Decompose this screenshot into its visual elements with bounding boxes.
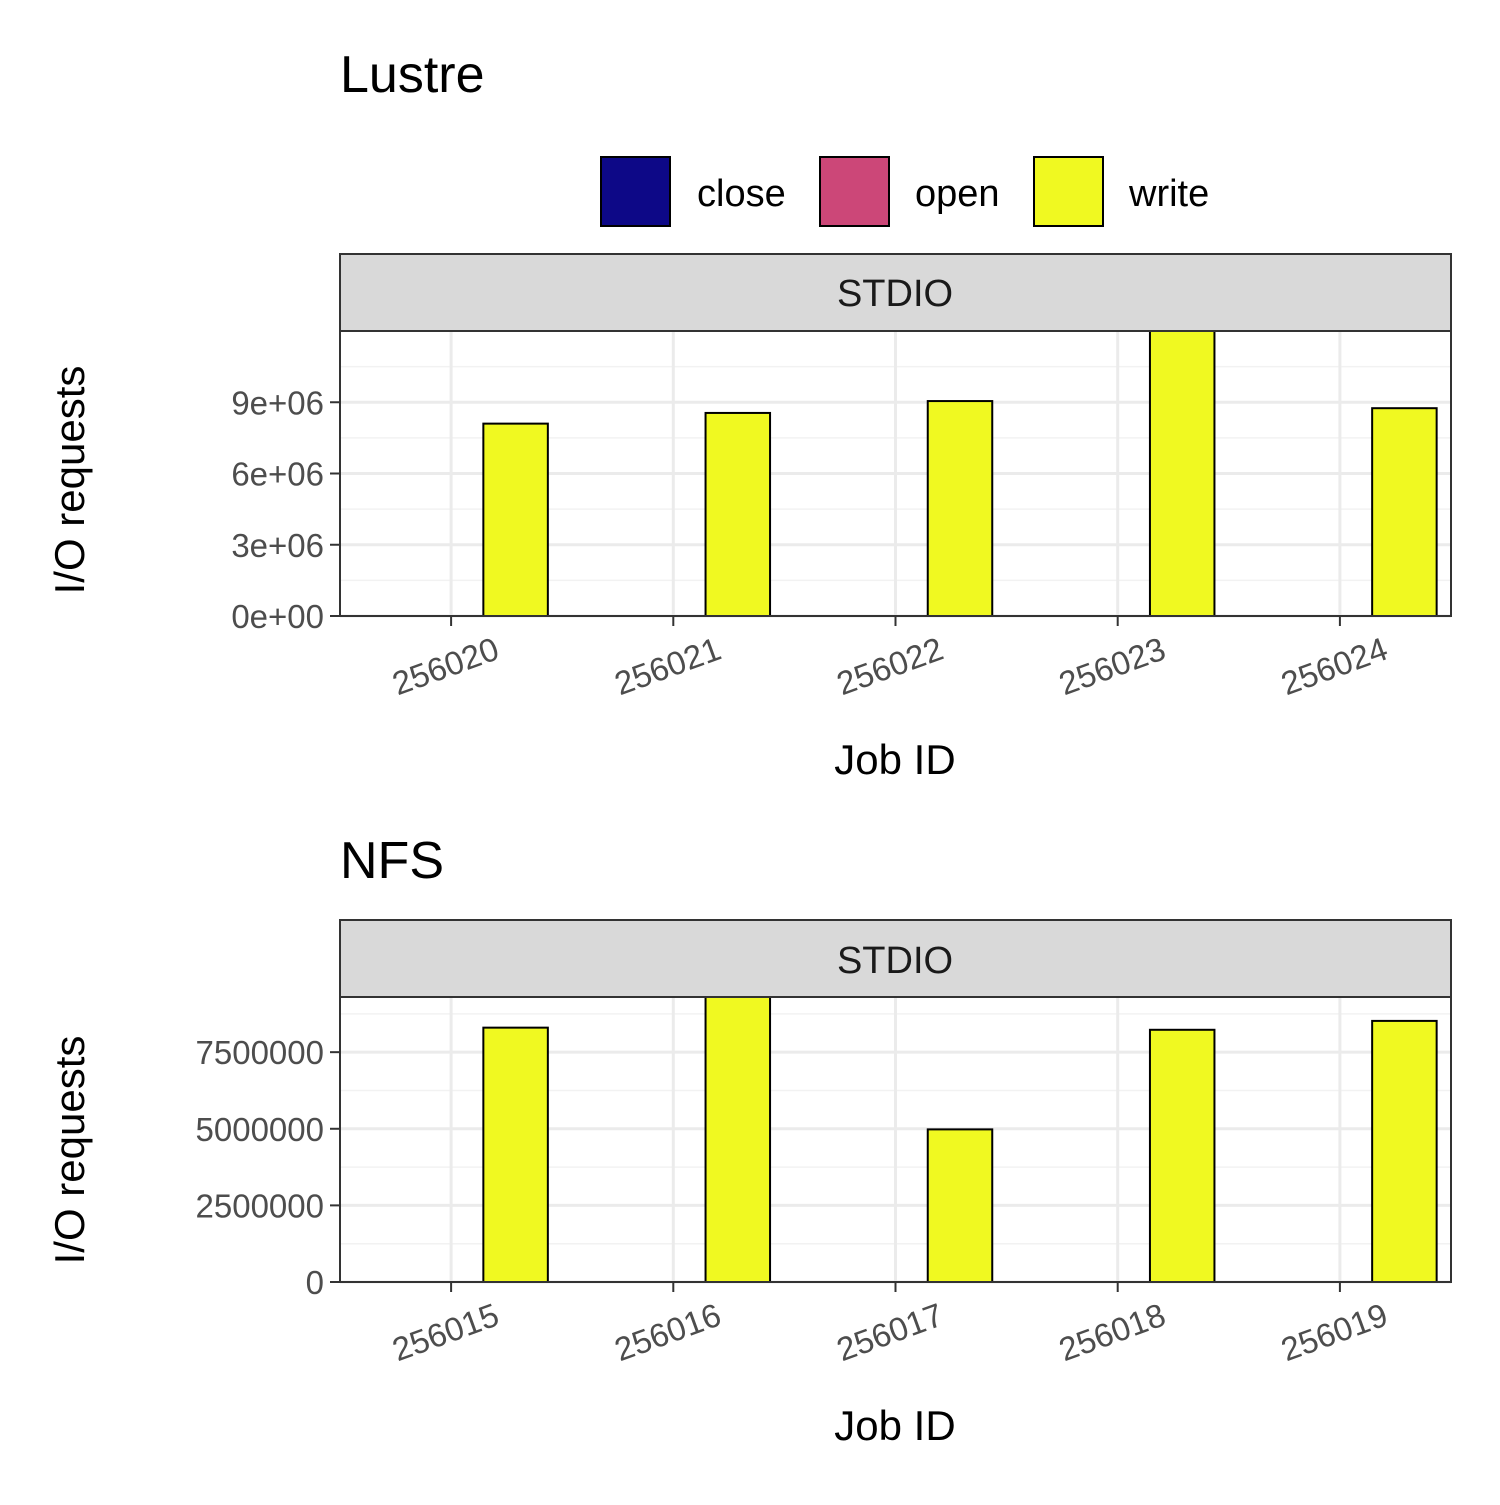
y-tick-label: 0 [306,1264,324,1301]
x-axis-title-nfs: Job ID [834,1402,955,1449]
facet-strip-lustre [339,253,1452,332]
bars-lustre [354,330,1438,617]
y-tick-label: 7500000 [196,1034,324,1071]
y-tick-label: 5000000 [196,1111,324,1148]
legend-key-write [1033,156,1104,227]
write-bar-256018 [1148,1028,1216,1283]
write-bar-256017 [926,1128,994,1283]
legend-label-write: write [1128,173,1209,215]
facet-strip-nfs [339,919,1452,998]
legend-label-close: close [697,173,786,215]
y-tick-label: 9e+06 [231,384,324,421]
y-tick-label: 6e+06 [231,456,324,493]
legend-label-open: open [915,173,1000,215]
chart-title-lustre: Lustre [340,46,485,104]
y-tick-label: 3e+06 [231,527,324,564]
write-bar-256019 [1371,1019,1438,1283]
facet-label-lustre: STDIO [837,273,953,315]
y-tick-label: 0e+00 [231,598,324,635]
write-bar-256015 [482,1026,549,1283]
write-bar-256023 [1148,330,1216,617]
legend-key-close [600,156,671,227]
x-axis-title-lustre: Job ID [834,736,955,783]
write-bar-256021 [704,411,772,617]
write-bar-256022 [926,400,994,617]
write-bar-256016 [704,996,772,1283]
y-axis-title-nfs: I/O requests [46,1036,93,1265]
legend: close open write [600,156,1209,227]
write-bar-256020 [482,422,549,617]
write-bar-256024 [1371,407,1438,617]
chart-title-nfs: NFS [340,832,444,890]
facet-label-nfs: STDIO [837,940,953,982]
legend-key-open [819,156,890,227]
y-axis-title-lustre: I/O requests [46,366,93,595]
y-tick-label: 2500000 [196,1187,324,1224]
